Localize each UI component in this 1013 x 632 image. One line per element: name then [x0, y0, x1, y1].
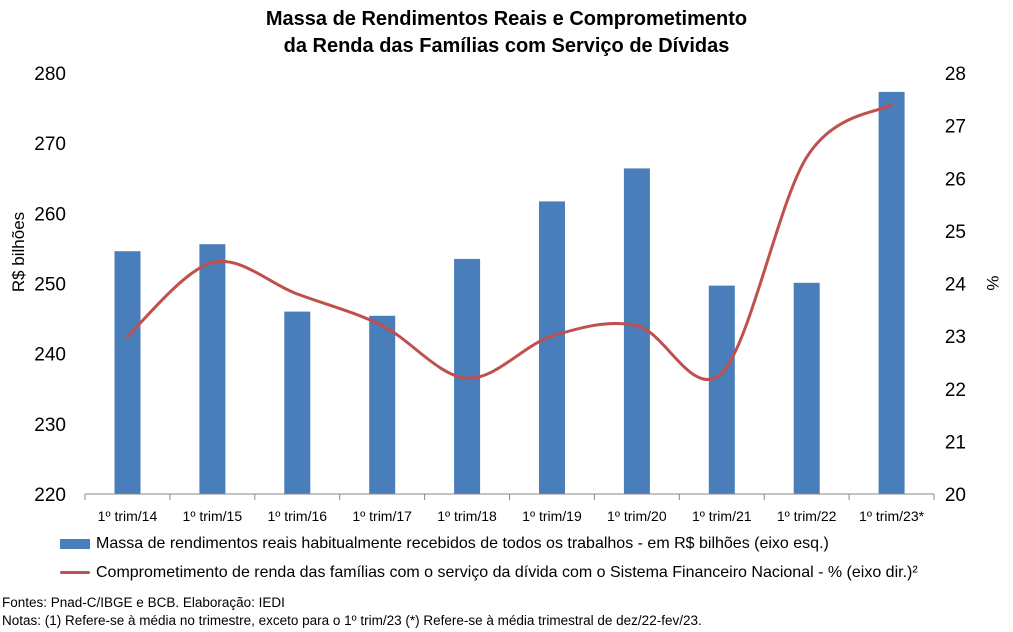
y-left-tick-label: 220: [34, 485, 66, 506]
bar-4: [369, 315, 396, 494]
line-series: [126, 103, 894, 382]
bar-10: [878, 91, 905, 495]
y-right-tick-label: 22: [945, 380, 966, 401]
y-right-tick-label: 20: [945, 485, 966, 506]
bar-7: [623, 168, 650, 494]
x-tick-label: 1º trim/21: [692, 508, 752, 524]
y-left-tick-label: 260: [34, 204, 66, 225]
bar-8: [708, 285, 735, 494]
legend-item-bar: Massa de rendimentos reais habitualmente…: [60, 534, 829, 554]
x-tick-label: 1º trim/20: [607, 508, 667, 524]
footer-sources: Fontes: Pnad-C/IBGE e BCB. Elaboração: I…: [2, 595, 285, 610]
y-left-tick-label: 240: [34, 345, 66, 366]
y-right-tick-label: 21: [945, 432, 966, 453]
x-tick-label: 1º trim/22: [777, 508, 837, 524]
y-left-tick-label: 280: [34, 64, 66, 85]
x-tick-label: 1º trim/23*: [859, 508, 925, 524]
y-axis-right-ticks: 20 21 22 23 24 25 26 27 28: [945, 64, 967, 506]
y-right-tick-label: 28: [945, 64, 966, 85]
x-tick-label: 1º trim/19: [522, 508, 582, 524]
y-axis-right-title: %: [983, 275, 1002, 290]
x-tick-label: 1º trim/14: [98, 508, 158, 524]
x-tick-label: 1º trim/16: [267, 508, 327, 524]
bar-series: [114, 91, 905, 495]
bar-1: [114, 251, 141, 494]
x-tick-label: 1º trim/18: [437, 508, 497, 524]
chart-title-line-1: Massa de Rendimentos Reais e Comprometim…: [265, 8, 748, 30]
legend-bar-label: Massa de rendimentos reais habitualmente…: [96, 535, 829, 552]
y-axis-left-ticks: 220 230 240 250 260 270 280: [34, 64, 66, 506]
legend-line-label: Comprometimento de renda das famílias co…: [96, 564, 918, 581]
y-left-tick-label: 230: [34, 415, 66, 436]
bar-6: [539, 201, 565, 494]
legend-bar-swatch: [60, 538, 90, 549]
y-axis-left-title: R$ bilhões: [9, 212, 28, 292]
x-axis-labels: 1º trim/14 1º trim/15 1º trim/16 1º trim/17…: [98, 508, 925, 524]
y-right-tick-label: 25: [945, 222, 966, 243]
x-tick-label: 1º trim/15: [183, 508, 243, 524]
x-tick-label: 1º trim/17: [352, 508, 412, 524]
bar-2: [199, 244, 226, 494]
chart-title-line-2: da Renda das Famílias com Serviço de Dív…: [283, 35, 730, 57]
y-left-tick-label: 270: [34, 134, 66, 155]
y-left-tick-label: 250: [34, 275, 66, 296]
y-right-tick-label: 27: [945, 117, 966, 138]
footer-notes: Notas: (1) Refere-se à média no trimestr…: [2, 613, 702, 628]
bar-9: [793, 282, 820, 494]
y-right-tick-label: 24: [945, 275, 967, 296]
legend-line-swatch: [60, 571, 90, 575]
y-right-tick-label: 26: [945, 169, 966, 190]
y-right-tick-label: 23: [945, 327, 966, 348]
legend-item-line: Comprometimento de renda das famílias co…: [60, 563, 918, 583]
bar-3: [284, 311, 311, 494]
x-axis-ticks: [84, 494, 935, 500]
